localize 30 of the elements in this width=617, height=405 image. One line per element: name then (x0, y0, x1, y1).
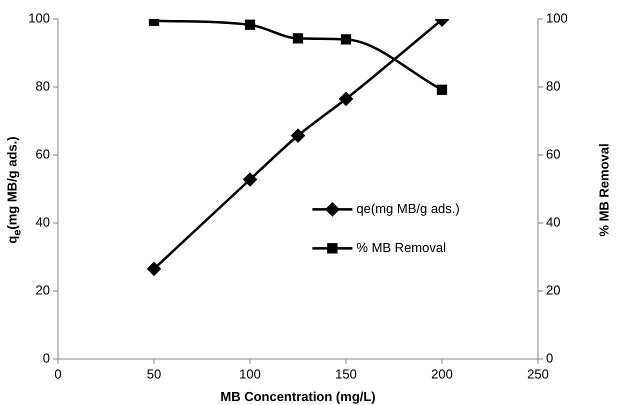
y2-tick-label: 60 (546, 146, 560, 162)
y-tick-label: 80 (36, 78, 50, 94)
point (292, 33, 304, 44)
y2-tick-label: 100 (546, 10, 568, 26)
point (244, 20, 256, 30)
x-tick-label: 0 (54, 366, 62, 382)
x-tick-label: 100 (239, 366, 261, 382)
y-tick-label: 60 (36, 146, 50, 162)
x-axis-title: MB Concentration (mg/L) (220, 388, 376, 404)
point (243, 172, 257, 186)
point (340, 34, 352, 45)
x-tick-label: 50 (146, 366, 162, 382)
y-tick-label: 20 (36, 282, 50, 298)
y-tick-label: 40 (36, 214, 50, 230)
x-tick-label: 250 (527, 366, 549, 382)
y2-tick-label: 80 (546, 78, 560, 94)
y2-tick-label: 20 (546, 282, 560, 298)
x-tick-label: 200 (431, 366, 453, 382)
point (147, 262, 161, 276)
point (339, 92, 353, 106)
legend-label: % MB Removal (356, 240, 446, 255)
point (291, 128, 305, 142)
y-tick-label: 0 (42, 350, 50, 366)
point (436, 84, 448, 95)
y-tick-label: 100 (28, 10, 50, 26)
x-tick-label: 150 (335, 366, 357, 382)
legend-label: qe(mg MB/g ads.) (356, 200, 460, 216)
y2-tick-label: 0 (546, 350, 554, 366)
y2-tick-label: 40 (546, 214, 560, 230)
y2-axis-title: % MB Removal (596, 143, 612, 237)
